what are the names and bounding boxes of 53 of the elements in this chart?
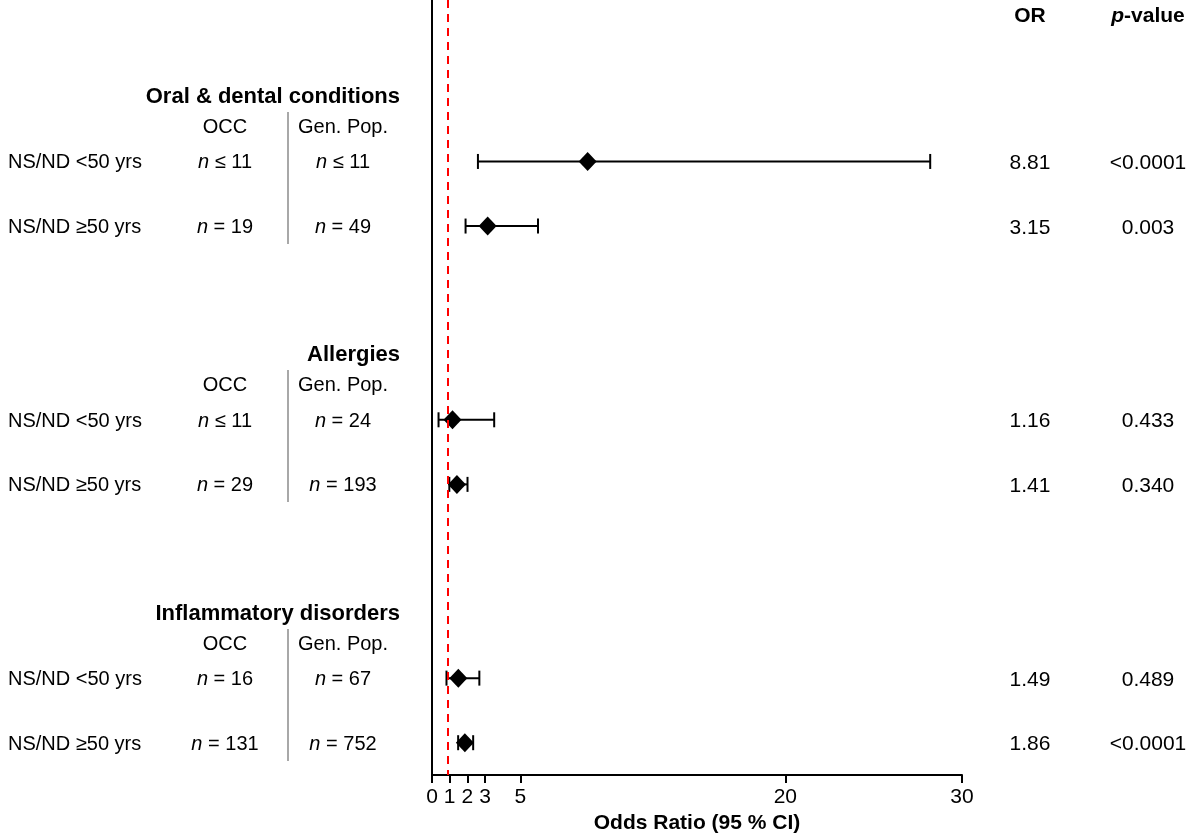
text: n = 131 [191, 731, 259, 754]
point [443, 410, 462, 430]
text: 1.86 [1009, 731, 1051, 755]
text: Gen. Pop. [297, 373, 389, 396]
text: 1.16 [1009, 408, 1051, 432]
text: 0.003 [1121, 214, 1175, 238]
text: NS/ND <50 yrs [8, 667, 142, 690]
text: NS/ND <50 yrs [8, 408, 142, 431]
point [578, 151, 597, 171]
x-axis-title: Odds Ratio (95 % CI) [593, 809, 801, 833]
text: n = 29 [196, 473, 254, 496]
point [449, 668, 468, 688]
text: n = 49 [314, 215, 372, 238]
x-tick-label: 3 [479, 784, 491, 807]
text: n = 752 [309, 731, 377, 754]
x-tick-label: 0 [426, 784, 438, 807]
text: Gen. Pop. [297, 631, 389, 654]
text: NS/ND ≥50 yrs [8, 215, 142, 238]
point [478, 216, 497, 236]
text: OCC [202, 114, 248, 137]
text: n = 193 [309, 473, 377, 496]
text: OCC [202, 373, 248, 396]
text: n ≤ 11 [198, 408, 252, 431]
text: n ≤ 11 [316, 150, 370, 173]
x-tick-label: 2 [461, 784, 474, 807]
text: OR [1014, 2, 1046, 26]
x-tick-label: 20 [773, 784, 798, 807]
text: n = 24 [314, 408, 372, 431]
text: n = 19 [196, 215, 254, 238]
text: <0.0001 [1109, 731, 1187, 755]
x-tick-label: 30 [950, 784, 974, 807]
text: NS/ND <50 yrs [8, 150, 142, 173]
text: p-value [1110, 2, 1185, 26]
text: NS/ND ≥50 yrs [8, 473, 142, 496]
text: 0.489 [1121, 666, 1175, 690]
x-tick-label: 1 [443, 784, 456, 807]
text: n = 67 [314, 667, 372, 690]
text: OCC [202, 631, 248, 654]
text: 0.433 [1121, 408, 1175, 432]
text: Gen. Pop. [297, 114, 389, 137]
text: Allergies [307, 341, 400, 367]
text: <0.0001 [1109, 149, 1187, 173]
text: 8.81 [1009, 149, 1051, 173]
text: 1.49 [1009, 666, 1051, 690]
text: n = 16 [196, 667, 254, 690]
text: NS/ND ≥50 yrs [8, 731, 142, 754]
text: 0.340 [1121, 472, 1175, 496]
text: 3.15 [1009, 214, 1051, 238]
text: 1.41 [1009, 472, 1051, 496]
x-tick-label: 5 [514, 784, 527, 807]
text: n ≤ 11 [198, 150, 252, 173]
text: Inflammatory disorders [155, 599, 400, 625]
text: Oral & dental conditions [145, 83, 400, 109]
